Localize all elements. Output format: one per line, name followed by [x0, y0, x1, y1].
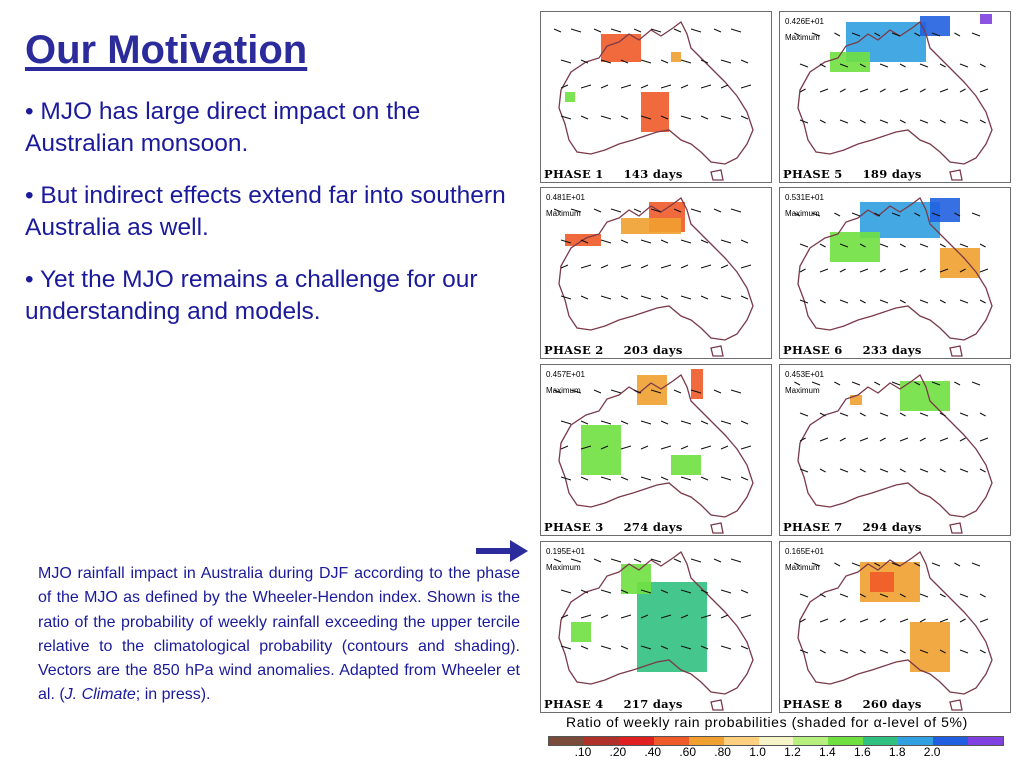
phase-panel: PHASE 1 143 days	[540, 11, 772, 183]
caption-end: ; in press).	[135, 686, 211, 704]
colorbar-tick-label: .40	[644, 745, 662, 759]
max-vector-label: Maximum	[546, 563, 581, 572]
figure-caption: MJO rainfall impact in Australia during …	[38, 562, 520, 708]
max-vector-legend: 0.453E+01 Maximum	[785, 370, 824, 395]
bullet-item: • But indirect effects extend far into s…	[25, 182, 506, 241]
colorbar-swatch	[653, 737, 689, 745]
max-vector-label: Maximum	[785, 209, 820, 218]
colorbar-swatch	[968, 737, 1003, 745]
colorbar-tick-label: 2.0	[923, 745, 941, 759]
colorbar-swatch	[583, 737, 619, 745]
caption-journal: J. Climate	[64, 686, 136, 704]
phase-label: PHASE 1 143 days	[544, 167, 683, 181]
colorbar-tick-label: .60	[679, 745, 697, 759]
max-vector-label: Maximum	[546, 209, 581, 218]
max-vector-label: Maximum	[546, 386, 581, 395]
phase-days: 233 days	[862, 343, 922, 357]
max-vector-legend: 0.426E+01 Maximum	[785, 17, 824, 42]
phase-panel: 0.481E+01 Maximum PHASE 2 203 days	[540, 187, 772, 359]
colorbar-tick-label: 1.8	[888, 745, 906, 759]
phase-name: PHASE 6	[783, 343, 843, 357]
colorbar-tick-label: 1.6	[853, 745, 871, 759]
phase-name: PHASE 8	[783, 697, 843, 711]
phase-days: 217 days	[623, 697, 683, 711]
phase-panel: 0.531E+01 Maximum PHASE 6 233 days	[779, 187, 1011, 359]
colorbar-swatch	[758, 737, 794, 745]
max-vector-value: 0.195E+01	[546, 547, 585, 556]
phase-days: 294 days	[862, 520, 922, 534]
phase-label: PHASE 2 203 days	[544, 343, 683, 357]
max-vector-value: 0.457E+01	[546, 370, 585, 379]
max-vector-value: 0.453E+01	[785, 370, 824, 379]
colorbar-swatch	[723, 737, 759, 745]
max-vector-legend: 0.195E+01 Maximum	[546, 547, 585, 572]
caption-text: MJO rainfall impact in Australia during …	[38, 565, 520, 704]
colorbar-swatch	[898, 737, 934, 745]
phase-panel: 0.195E+01 Maximum PHASE 4 217 days	[540, 541, 772, 713]
colorbar-tick-label: .10	[574, 745, 592, 759]
phase-panel: 0.453E+01 Maximum PHASE 7 294 days	[779, 364, 1011, 536]
max-vector-label: Maximum	[785, 386, 820, 395]
phase-name: PHASE 5	[783, 167, 843, 181]
phase-name: PHASE 4	[544, 697, 604, 711]
max-vector-value: 0.426E+01	[785, 17, 824, 26]
phase-label: PHASE 6 233 days	[783, 343, 922, 357]
max-vector-label: Maximum	[785, 33, 820, 42]
australia-map-icon	[794, 14, 993, 181]
max-vector-legend: 0.481E+01 Maximum	[546, 193, 585, 218]
australia-map-icon	[794, 197, 993, 357]
phase-days: 274 days	[623, 520, 683, 534]
colorbar-swatch	[863, 737, 899, 745]
max-vector-legend: 0.531E+01 Maximum	[785, 193, 824, 218]
phase-panel: 0.165E+01 Maximum PHASE 8 260 days	[779, 541, 1011, 713]
phase-name: PHASE 2	[544, 343, 604, 357]
australia-map-icon	[553, 197, 754, 357]
phase-days: 143 days	[623, 167, 683, 181]
max-vector-legend: 0.165E+01 Maximum	[785, 547, 824, 572]
colorbar-swatch	[688, 737, 724, 745]
colorbar-swatch	[793, 737, 829, 745]
colorbar-tick-label: .20	[609, 745, 627, 759]
phase-panel: 0.426E+01 Maximum PHASE 5 189 days	[779, 11, 1011, 183]
bullet-list: • MJO has large direct impact on the Aus…	[25, 96, 515, 348]
phase-name: PHASE 7	[783, 520, 843, 534]
right-arrow-icon	[476, 540, 528, 562]
phase-label: PHASE 3 274 days	[544, 520, 683, 534]
colorbar-title: Ratio of weekly rain probabilities (shad…	[566, 714, 968, 730]
colorbar-swatch	[933, 737, 969, 745]
phase-label: PHASE 8 260 days	[783, 697, 922, 711]
max-vector-value: 0.481E+01	[546, 193, 585, 202]
phase-days: 189 days	[862, 167, 922, 181]
phase-name: PHASE 1	[544, 167, 604, 181]
max-vector-value: 0.531E+01	[785, 193, 824, 202]
australia-map-icon	[553, 369, 754, 534]
phase-label: PHASE 4 217 days	[544, 697, 683, 711]
australia-map-icon	[553, 21, 754, 181]
phase-panel: 0.457E+01 Maximum PHASE 3 274 days	[540, 364, 772, 536]
phase-label: PHASE 7 294 days	[783, 520, 922, 534]
phase-days: 203 days	[623, 343, 683, 357]
colorbar	[548, 736, 1004, 746]
phase-name: PHASE 3	[544, 520, 604, 534]
max-vector-label: Maximum	[785, 563, 820, 572]
slide-title: Our Motivation	[25, 28, 308, 72]
colorbar-swatch	[549, 737, 584, 745]
australia-map-icon	[553, 551, 754, 711]
bullet-item: • Yet the MJO remains a challenge for ou…	[25, 266, 478, 325]
colorbar-tick-label: 1.0	[749, 745, 766, 759]
colorbar-swatch	[618, 737, 654, 745]
bullet-item: • MJO has large direct impact on the Aus…	[25, 98, 421, 157]
australia-map-icon	[794, 551, 993, 711]
colorbar-ticks: .10 .20 .40 .60 .80 1.0 1.2 1.4 1.6 1.8 2.0	[548, 745, 1004, 765]
phase-label: PHASE 5 189 days	[783, 167, 922, 181]
colorbar-tick-label: .80	[714, 745, 731, 759]
colorbar-tick-label: 1.4	[819, 745, 836, 759]
australia-map-icon	[794, 374, 993, 534]
colorbar-tick-label: 1.2	[784, 745, 801, 759]
max-vector-value: 0.165E+01	[785, 547, 824, 556]
phase-days: 260 days	[862, 697, 922, 711]
max-vector-legend: 0.457E+01 Maximum	[546, 370, 585, 395]
colorbar-swatch	[828, 737, 864, 745]
